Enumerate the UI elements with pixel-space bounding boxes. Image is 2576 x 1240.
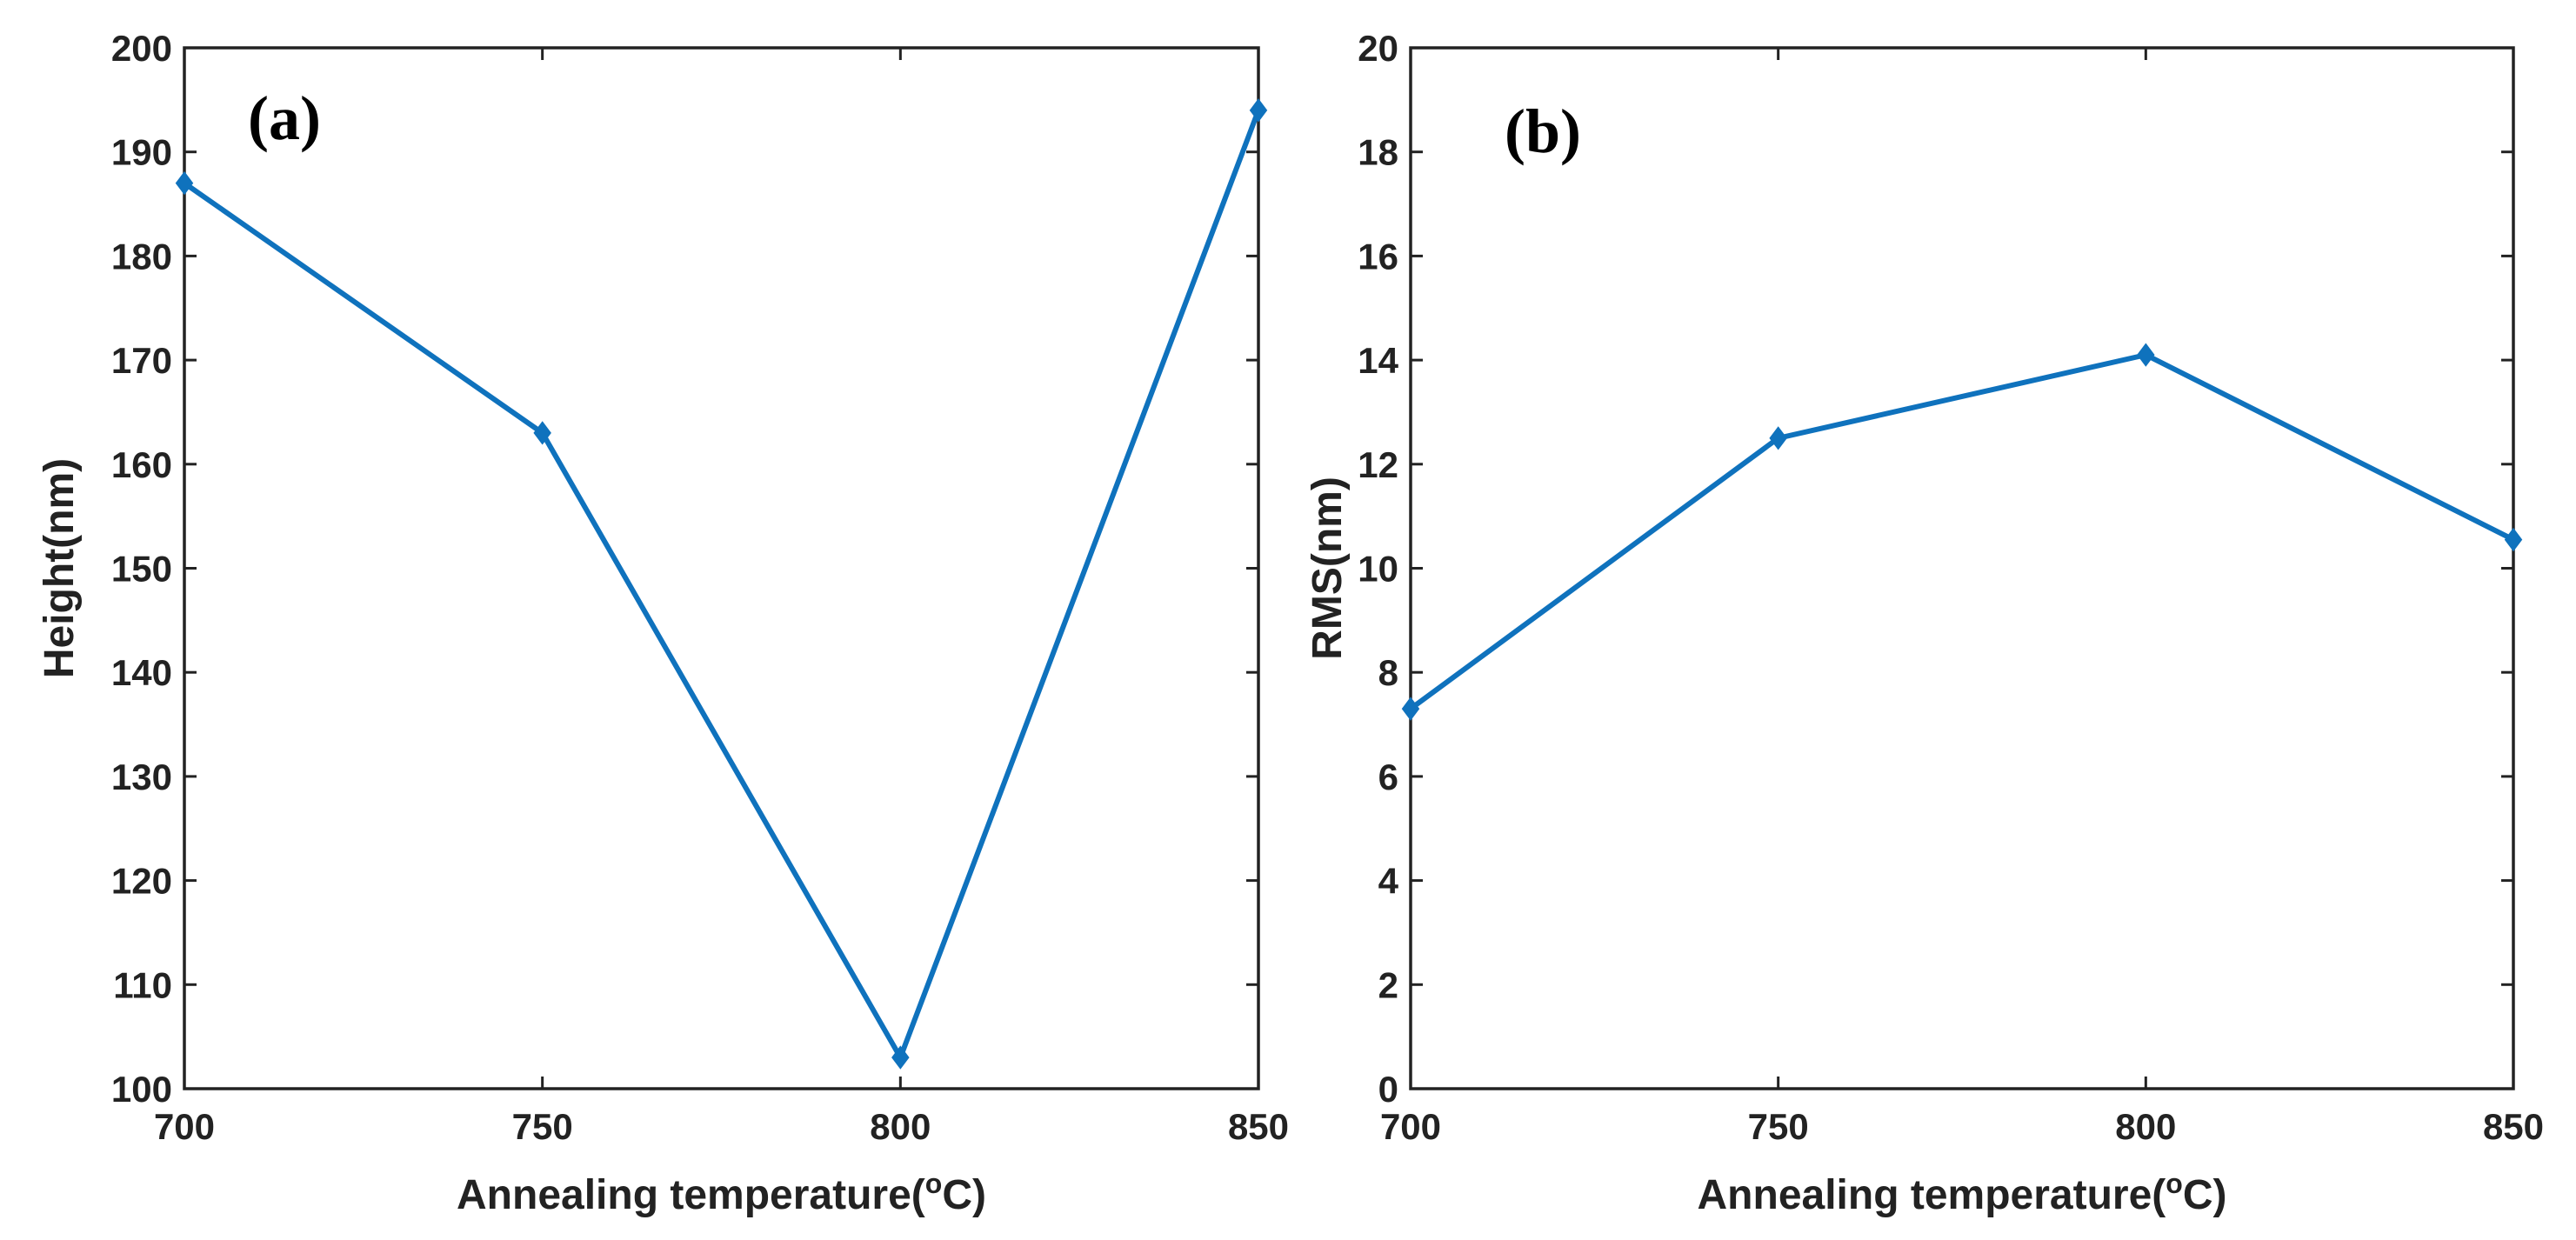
y-tick-label: 0: [1378, 1069, 1398, 1110]
x-axis-label-degree: o: [925, 1168, 943, 1199]
y-tick-label: 4: [1378, 861, 1399, 902]
y-tick-label: 100: [111, 1069, 172, 1110]
y-tick-label: 6: [1378, 757, 1398, 797]
y-tick-label: 10: [1358, 549, 1398, 590]
y-tick-label: 200: [111, 28, 172, 69]
y-tick-label: 140: [111, 652, 172, 693]
y-tick-label: 130: [111, 757, 172, 797]
series-line-height: [183, 109, 1261, 1061]
data-point-marker: [891, 1045, 910, 1070]
x-tick-label: 750: [1748, 1106, 1809, 1147]
y-axis-label: Height(nm): [37, 458, 83, 678]
data-point-marker: [2504, 527, 2523, 552]
y-tick-label: 14: [1358, 340, 1398, 381]
x-axis-label: Annealing temperature(oC): [1698, 1168, 2227, 1218]
y-tick-label: 12: [1358, 444, 1398, 485]
x-tick-label: 800: [2115, 1106, 2176, 1147]
plot-frame-a: [183, 46, 1260, 1090]
x-tick-label: 800: [870, 1106, 931, 1147]
plot-frame-b: [1409, 46, 2515, 1090]
chart-panel-a: 100 110 120 130 140 150 160 170 180 190 200 700 750 8…: [37, 28, 1289, 1218]
y-axis-label: RMS(nm): [1305, 477, 1351, 660]
y-tick-label: 180: [111, 236, 172, 277]
data-point-marker: [175, 170, 194, 196]
data-point-marker: [533, 421, 551, 445]
y-tick-label: 170: [111, 340, 172, 381]
y-tick-label: 120: [111, 861, 172, 902]
x-axis-label: Annealing temperature(oC): [457, 1168, 986, 1218]
x-tick-label: 850: [1228, 1106, 1289, 1147]
y-tick-label: 18: [1358, 132, 1398, 173]
x-axis-label-text: Annealing temperature(: [457, 1172, 925, 1218]
x-tick-label: 850: [2483, 1106, 2544, 1147]
series-line-rms: [1409, 352, 2515, 711]
x-axis-label-unit: C): [2183, 1172, 2227, 1218]
y-tick-label: 2: [1378, 964, 1398, 1005]
y-tick-label: 8: [1378, 652, 1398, 693]
data-point-marker: [1249, 98, 1268, 123]
data-point-marker: [1769, 426, 1787, 450]
x-tick-label: 700: [154, 1106, 215, 1147]
y-tick-label: 160: [111, 444, 172, 485]
x-axis-label-text: Annealing temperature(: [1698, 1172, 2166, 1218]
x-tick-label: 700: [1380, 1106, 1441, 1147]
panel-label: (b): [1505, 97, 1581, 166]
y-tick-label: 190: [111, 132, 172, 173]
data-point-marker: [1401, 697, 1420, 721]
chart-panel-b: 0 2 4 6 8 10 12 14 16 18 20 700 750 800 850 Annealing t…: [1305, 28, 2544, 1218]
y-tick-label: 150: [111, 549, 172, 590]
y-tick-label: 16: [1358, 236, 1398, 277]
y-tick-label: 20: [1358, 28, 1398, 69]
x-tick-label: 750: [512, 1106, 573, 1147]
y-tick-label: 110: [113, 964, 172, 1005]
x-axis-label-unit: C): [942, 1172, 986, 1218]
data-point-marker: [2137, 343, 2155, 367]
x-axis-label-degree: o: [2166, 1168, 2183, 1199]
panel-label: (a): [248, 83, 321, 153]
